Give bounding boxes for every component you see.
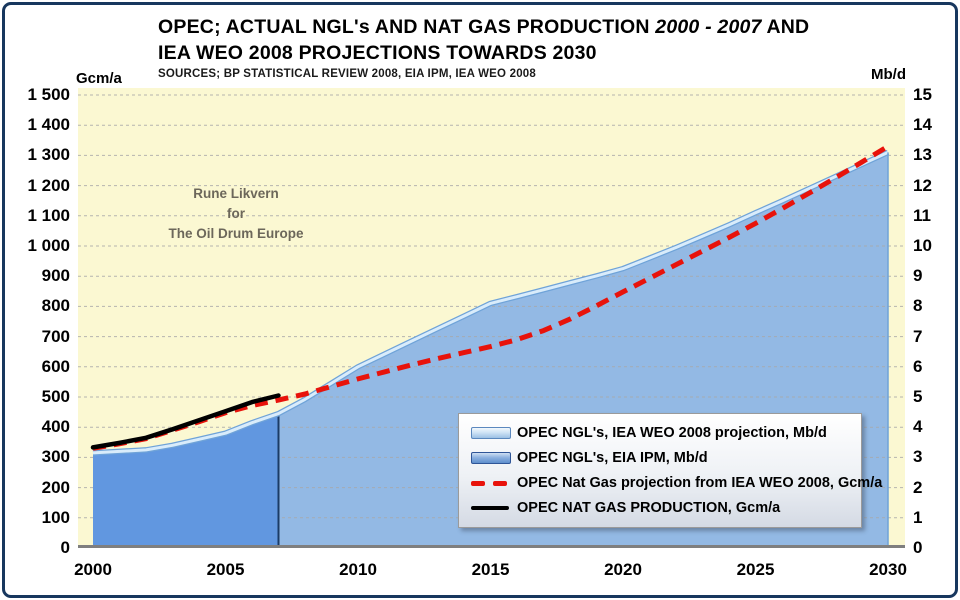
y-axis-right-tick: 4 xyxy=(913,417,923,437)
y-axis-right-tick: 8 xyxy=(913,296,923,316)
legend-label: OPEC Nat Gas projection from IEA WEO 200… xyxy=(517,475,883,491)
y-axis-right-tick: 5 xyxy=(913,387,923,406)
y-axis-left-tick: 1 000 xyxy=(27,236,70,255)
x-axis-tick: 2010 xyxy=(339,560,377,579)
y-axis-left-tick: 500 xyxy=(41,387,70,406)
y-axis-right-tick: 0 xyxy=(913,538,923,557)
left-axis-unit: Gcm/a xyxy=(76,70,122,87)
legend-item-natgas-projection: OPEC Nat Gas projection from IEA WEO 200… xyxy=(459,475,882,491)
x-axis-tick: 2020 xyxy=(604,560,642,579)
y-axis-left-tick: 1 400 xyxy=(27,115,70,135)
annotation-line1: Rune Likvern xyxy=(193,186,279,201)
y-axis-left-tick: 1 100 xyxy=(27,205,70,225)
title-block: OPEC; ACTUAL NGL's AND NAT GAS PRODUCTIO… xyxy=(158,14,938,80)
x-axis-tick: 2030 xyxy=(869,560,907,579)
legend-label: OPEC NGL's, IEA WEO 2008 projection, Mb/… xyxy=(517,425,827,441)
annotation-line3: The Oil Drum Europe xyxy=(168,226,304,241)
y-axis-left-tick: 300 xyxy=(41,447,70,467)
chart-title-line2: IEA WEO 2008 PROJECTIONS TOWARDS 2030 xyxy=(158,42,597,64)
legend-label: OPEC NAT GAS PRODUCTION, Gcm/a xyxy=(517,500,781,516)
title-italic-range: 2000 - 2007 xyxy=(655,16,762,38)
area-light-key-icon xyxy=(471,427,511,439)
y-axis-right-tick: 9 xyxy=(913,266,923,286)
area-dark-key-icon xyxy=(471,452,511,464)
y-axis-left-tick: 900 xyxy=(41,266,70,286)
y-axis-left-tick: 700 xyxy=(41,326,70,346)
x-axis-tick: 2000 xyxy=(74,560,112,579)
y-axis-right-tick: 15 xyxy=(913,85,932,104)
y-axis-right-tick: 6 xyxy=(913,356,923,376)
y-axis-right-tick: 10 xyxy=(913,236,932,255)
y-axis-left-tick: 600 xyxy=(41,356,70,376)
y-axis-left-tick: 1 500 xyxy=(27,85,70,104)
x-axis-tick: 2005 xyxy=(206,560,245,579)
y-axis-left-tick: 200 xyxy=(41,477,70,497)
red-dash-key-icon xyxy=(471,480,511,486)
chart-sources: SOURCES; BP STATISTICAL REVIEW 2008, EIA… xyxy=(158,68,536,80)
y-axis-right-tick: 11 xyxy=(913,205,931,225)
legend-item-natgas-actual: OPEC NAT GAS PRODUCTION, Gcm/a xyxy=(459,500,861,516)
y-axis-left-tick: 1 200 xyxy=(27,175,70,195)
y-axis-right-tick: 14 xyxy=(913,115,932,135)
y-axis-right-tick: 2 xyxy=(913,477,923,497)
annotation-line2: for xyxy=(227,206,245,221)
legend-item-ngl-eia: OPEC NGL's, EIA IPM, Mb/d xyxy=(459,450,861,466)
y-axis-right-tick: 12 xyxy=(913,175,932,195)
y-axis-left-tick: 400 xyxy=(41,417,70,437)
y-axis-right-tick: 13 xyxy=(913,145,932,165)
chart-title-line1: OPEC; ACTUAL NGL's AND NAT GAS PRODUCTIO… xyxy=(158,16,810,38)
y-axis-left-tick: 800 xyxy=(41,296,70,316)
x-axis-tick: 2025 xyxy=(736,560,775,579)
y-axis-right-tick: 1 xyxy=(913,507,923,527)
black-line-key-icon xyxy=(471,506,511,510)
y-axis-left-tick: 1 300 xyxy=(27,145,70,165)
legend-label: OPEC NGL's, EIA IPM, Mb/d xyxy=(517,450,708,466)
watermark-annotation: Rune Likvern for The Oil Drum Europe xyxy=(148,184,324,244)
y-axis-right-tick: 7 xyxy=(913,326,923,346)
y-axis-left-tick: 100 xyxy=(41,507,70,527)
y-axis-right-tick: 3 xyxy=(913,447,923,467)
legend-box: OPEC NGL's, IEA WEO 2008 projection, Mb/… xyxy=(458,413,882,528)
x-axis-tick: 2015 xyxy=(471,560,510,579)
right-axis-unit: Mb/d xyxy=(871,66,906,83)
y-axis-left-tick: 0 xyxy=(60,538,70,557)
legend-item-ngl-weo: OPEC NGL's, IEA WEO 2008 projection, Mb/… xyxy=(459,425,861,441)
